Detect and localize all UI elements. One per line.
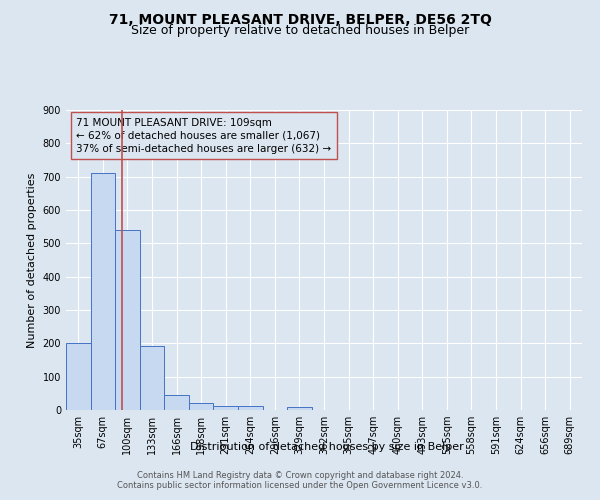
Text: Contains public sector information licensed under the Open Government Licence v3: Contains public sector information licen…: [118, 482, 482, 490]
Text: Distribution of detached houses by size in Belper: Distribution of detached houses by size …: [190, 442, 464, 452]
Text: Contains HM Land Registry data © Crown copyright and database right 2024.: Contains HM Land Registry data © Crown c…: [137, 472, 463, 480]
Bar: [164, 394, 189, 410]
Bar: [238, 406, 263, 410]
Text: Size of property relative to detached houses in Belper: Size of property relative to detached ho…: [131, 24, 469, 37]
Bar: [214, 406, 238, 410]
Bar: [91, 174, 115, 410]
Bar: [140, 346, 164, 410]
Text: 71, MOUNT PLEASANT DRIVE, BELPER, DE56 2TQ: 71, MOUNT PLEASANT DRIVE, BELPER, DE56 2…: [109, 12, 491, 26]
Y-axis label: Number of detached properties: Number of detached properties: [27, 172, 37, 348]
Bar: [66, 344, 91, 410]
Bar: [287, 406, 312, 410]
Bar: [115, 230, 140, 410]
Text: 71 MOUNT PLEASANT DRIVE: 109sqm
← 62% of detached houses are smaller (1,067)
37%: 71 MOUNT PLEASANT DRIVE: 109sqm ← 62% of…: [76, 118, 331, 154]
Bar: [189, 404, 214, 410]
